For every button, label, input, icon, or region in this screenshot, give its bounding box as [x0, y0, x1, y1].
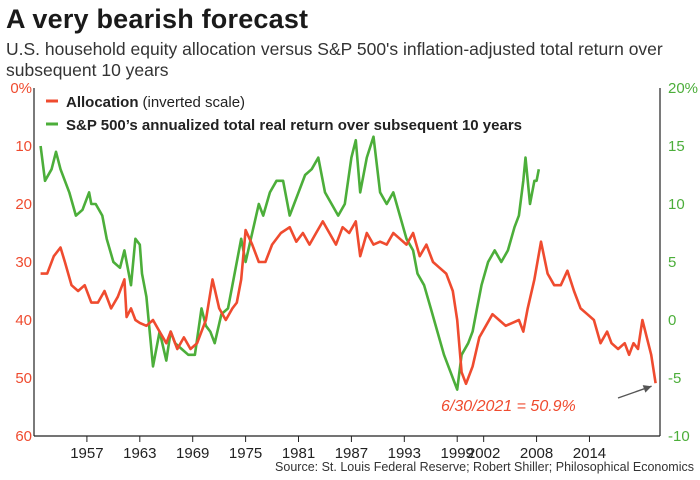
legend: Allocation (inverted scale) S&P 500’s ann… [46, 94, 522, 134]
source-note: Source: St. Louis Federal Reserve; Rober… [275, 460, 694, 474]
x-tick-label: 1987 [335, 445, 368, 462]
left-tick-label: 30 [15, 254, 32, 271]
chart-title: A very bearish forecast [6, 4, 309, 34]
left-tick-label: 10 [15, 138, 32, 155]
series-line-return [39, 135, 541, 391]
x-tick-label: 2002 [467, 445, 500, 462]
right-tick-label: 0 [668, 312, 676, 329]
legend-allocation-name: Allocation [66, 94, 139, 111]
right-tick-label: -10 [668, 428, 690, 445]
right-tick-label: 10 [668, 196, 685, 213]
chart-subtitle: U.S. household equity allocation versus … [6, 39, 663, 80]
x-tick-label: 1963 [123, 445, 156, 462]
x-tick-label: 1969 [176, 445, 209, 462]
right-tick-label: 20% [668, 80, 698, 97]
x-tick-label: 1993 [388, 445, 421, 462]
right-tick-label: 5 [668, 254, 676, 271]
legend-label-return: S&P 500’s annualized total real return o… [66, 117, 522, 134]
left-axis-ticks: 0% 10 20 30 40 50 60 [10, 80, 32, 445]
legend-allocation-note: (inverted scale) [143, 94, 246, 111]
x-tick-label: 2008 [520, 445, 553, 462]
left-tick-label: 0% [10, 80, 32, 97]
legend-label-allocation: Allocation (inverted scale) [66, 94, 245, 111]
right-tick-label: -5 [668, 370, 681, 387]
right-axis-ticks: 20% 15 10 5 0 -5 -10 [668, 80, 698, 445]
left-tick-label: 40 [15, 312, 32, 329]
left-tick-label: 60 [15, 428, 32, 445]
x-tick-label: 2014 [573, 445, 606, 462]
left-tick-label: 20 [15, 196, 32, 213]
series-layer [39, 135, 657, 391]
left-tick-label: 50 [15, 370, 32, 387]
x-tick-label: 1957 [70, 445, 103, 462]
x-tick-label: 1999 [441, 445, 474, 462]
x-tick-label: 1975 [229, 445, 262, 462]
annotation-text: 6/30/2021 = 50.9% [441, 398, 576, 415]
annotation: 6/30/2021 = 50.9% [441, 385, 652, 415]
series-line-allocation [40, 220, 657, 386]
annotation-arrowhead [642, 385, 652, 393]
right-tick-label: 15 [668, 138, 685, 155]
x-tick-label: 1981 [282, 445, 315, 462]
